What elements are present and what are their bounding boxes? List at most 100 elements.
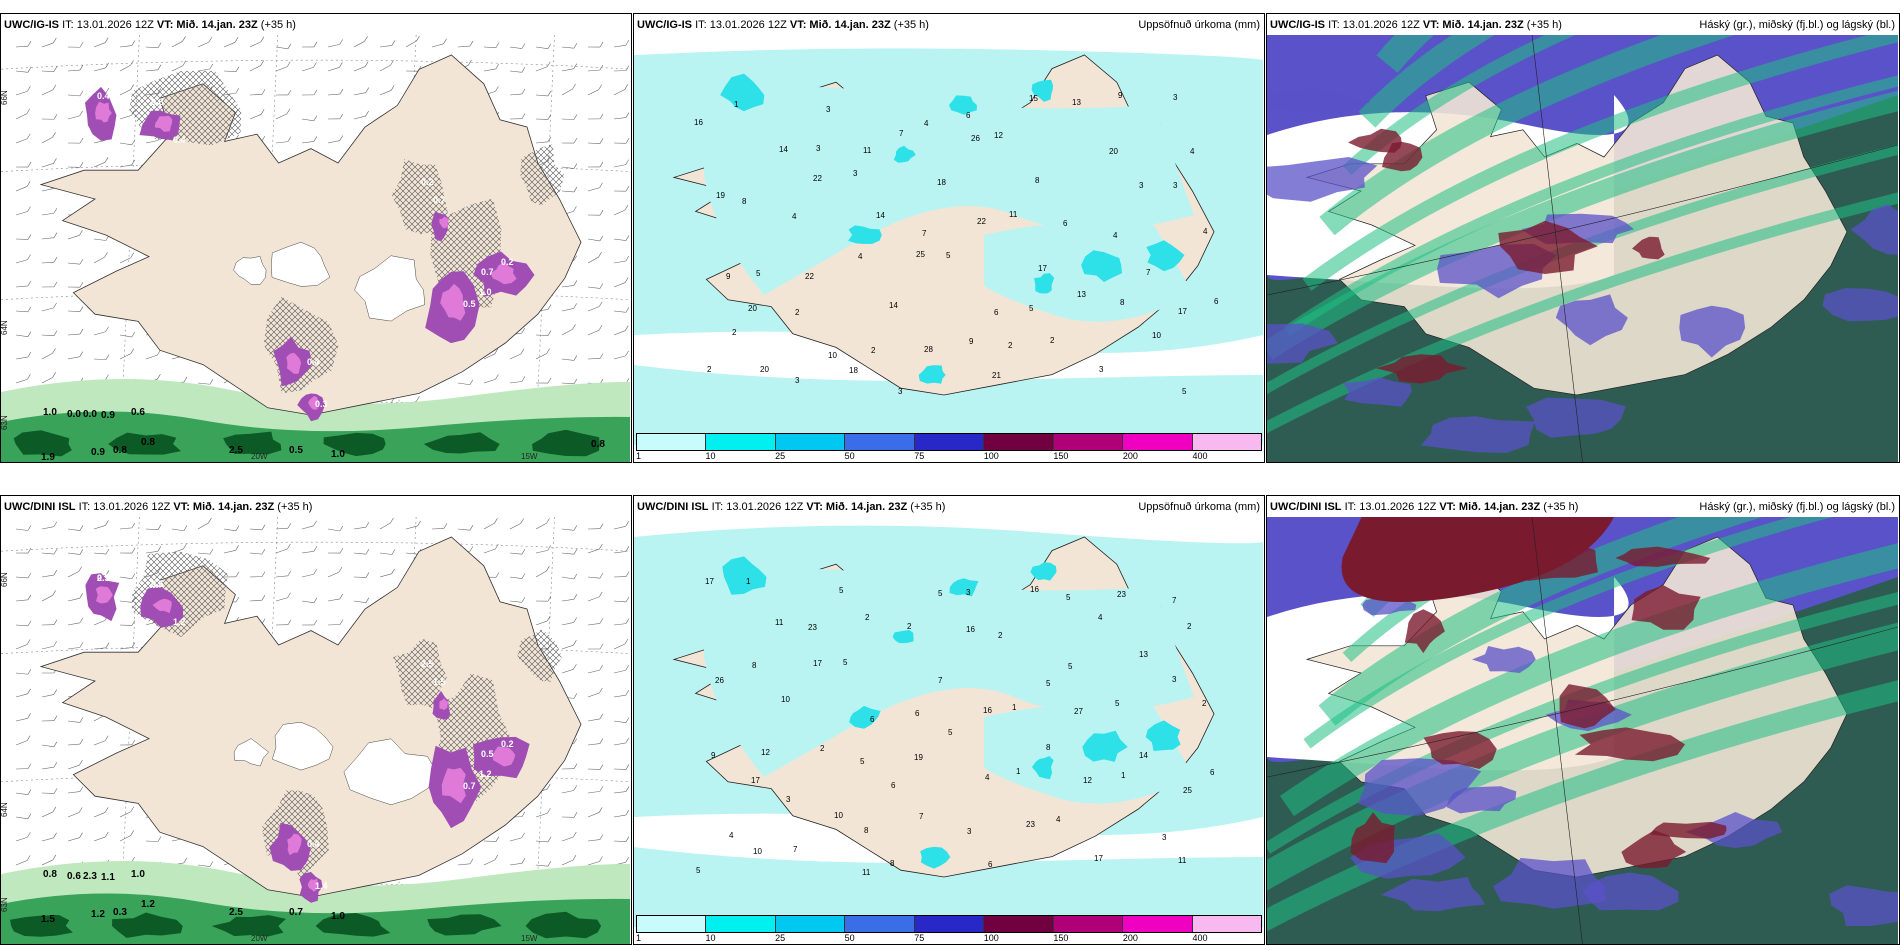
wind-barb (275, 66, 288, 72)
colorbar-swatch (637, 434, 707, 450)
wind-barb (249, 552, 262, 555)
accum-value: 2 (820, 744, 825, 753)
wind-barb-flag (53, 302, 57, 309)
low-cloud-patch (1348, 128, 1402, 153)
wind-barb (41, 212, 54, 216)
wind-barb-flag (573, 640, 577, 646)
wind-barb (587, 548, 600, 554)
wind-barb (249, 114, 262, 120)
valid-time: VT: Mið. 14.jan. 23Z (156, 19, 258, 31)
wind-barb (41, 334, 54, 337)
panel-cloud-dini: UWC/DINI ISL IT: 13.01.2026 12Z VT: Mið.… (1266, 495, 1900, 945)
wind-barb (93, 836, 106, 842)
snow-blob-core (308, 396, 319, 410)
accum-value: 11 (1009, 210, 1018, 219)
precip-area-cyan (1081, 250, 1122, 282)
cloud-cover-map (1267, 35, 1898, 462)
wind-barb (41, 744, 54, 748)
wind-barb (613, 310, 626, 313)
precip-area-cyan (893, 145, 916, 163)
wind-barb-flag (27, 832, 31, 838)
wind-barb (275, 597, 288, 602)
wind-barb-flag (599, 738, 604, 744)
accum-value: 1 (746, 577, 751, 586)
accum-value: 4 (985, 773, 990, 782)
latitude-label: 64N (1, 320, 9, 335)
wind-barb-flag (235, 545, 239, 551)
panel-title-right: Háský (gr.), miðský (fj.bl.) og lágský (… (1699, 19, 1895, 31)
lead-time: (+35 h) (1526, 19, 1562, 31)
accum-value: 2 (865, 613, 870, 622)
precip-area-cyan (949, 578, 979, 597)
mid-cloud-patch (1381, 877, 1485, 912)
wind-barb-flag (495, 63, 500, 70)
wind-barb-flag (27, 572, 32, 579)
wind-barb (613, 164, 626, 168)
low-cloud-patch (1404, 609, 1445, 654)
wind-barb (15, 45, 28, 48)
rain-amount-label: 0.6 (131, 407, 145, 418)
wind-barb (587, 142, 601, 144)
wind-barb-flag (494, 854, 499, 861)
wind-barb (301, 600, 314, 604)
wind-barb-flag (26, 855, 31, 861)
rain-heavy-blob (423, 432, 500, 454)
snow-amount-label: 0.5 (151, 579, 164, 589)
high-cloud-band (1342, 517, 1587, 663)
wind-barb-flag (599, 210, 604, 216)
wind-barb (249, 528, 262, 531)
wind-barb (41, 188, 54, 192)
latitude-label: 63N (1, 897, 9, 912)
wind-barb (613, 355, 626, 360)
snow-blob-core (490, 261, 517, 285)
wind-barb-flag (27, 525, 32, 531)
wind-barb-flag (209, 861, 214, 867)
wind-barb (15, 356, 28, 360)
wind-barb-flag (547, 90, 552, 97)
colorbar-swatch (775, 434, 846, 450)
wind-barb-flag (625, 65, 630, 71)
wind-barb-flag (572, 324, 576, 330)
wind-barb-flag (547, 545, 551, 551)
rain-amount-label: 0.8 (43, 869, 57, 880)
wind-barb (41, 694, 54, 698)
wind-barb (15, 528, 28, 531)
wind-barb-flag (520, 518, 524, 524)
wind-barb-flag (52, 348, 56, 354)
colorbar-tick: 75 (914, 451, 925, 461)
wind-barb-flag (27, 351, 32, 358)
wind-barb (587, 623, 600, 626)
accum-value: 7 (793, 845, 798, 854)
mid-cloud-patch (1822, 288, 1898, 322)
wind-barb (67, 791, 80, 794)
wind-barb-flag (79, 593, 83, 599)
wind-barb (41, 42, 54, 48)
accum-value: 3 (1172, 675, 1177, 684)
wind-barb (613, 330, 626, 336)
low-cloud-patch (1615, 546, 1711, 567)
wind-barb (67, 528, 80, 531)
wind-barb (535, 334, 549, 336)
wind-barb-flag (52, 806, 57, 813)
accum-value: 17 (813, 659, 822, 668)
wind-barb-flag (260, 60, 264, 66)
wind-barb-flag (131, 522, 136, 529)
wind-barb (223, 528, 236, 532)
wind-barb-flag (599, 353, 604, 359)
colorbar-tick: 1 (636, 451, 642, 461)
init-time: IT: 13.01.2026 12Z (711, 501, 804, 513)
wind-barb-flag (599, 687, 603, 694)
accum-value: 13 (1077, 290, 1086, 299)
wind-barb-flag (79, 162, 84, 168)
latitude-label: 66N (1, 90, 9, 105)
snow-amount-label: 0.7 (463, 781, 476, 791)
panel-header: UWC/DINI ISL IT: 13.01.2026 12Z VT: Mið.… (1270, 499, 1895, 515)
wind-barb (67, 333, 80, 336)
accum-value: 1 (1121, 771, 1126, 780)
wind-barb-flag (339, 62, 343, 68)
wind-barb (613, 694, 626, 698)
wind-barb-flag (183, 525, 188, 531)
accum-value: 3 (795, 376, 800, 385)
wind-barb-flag (599, 182, 603, 188)
wind-barb-flag (131, 573, 136, 579)
